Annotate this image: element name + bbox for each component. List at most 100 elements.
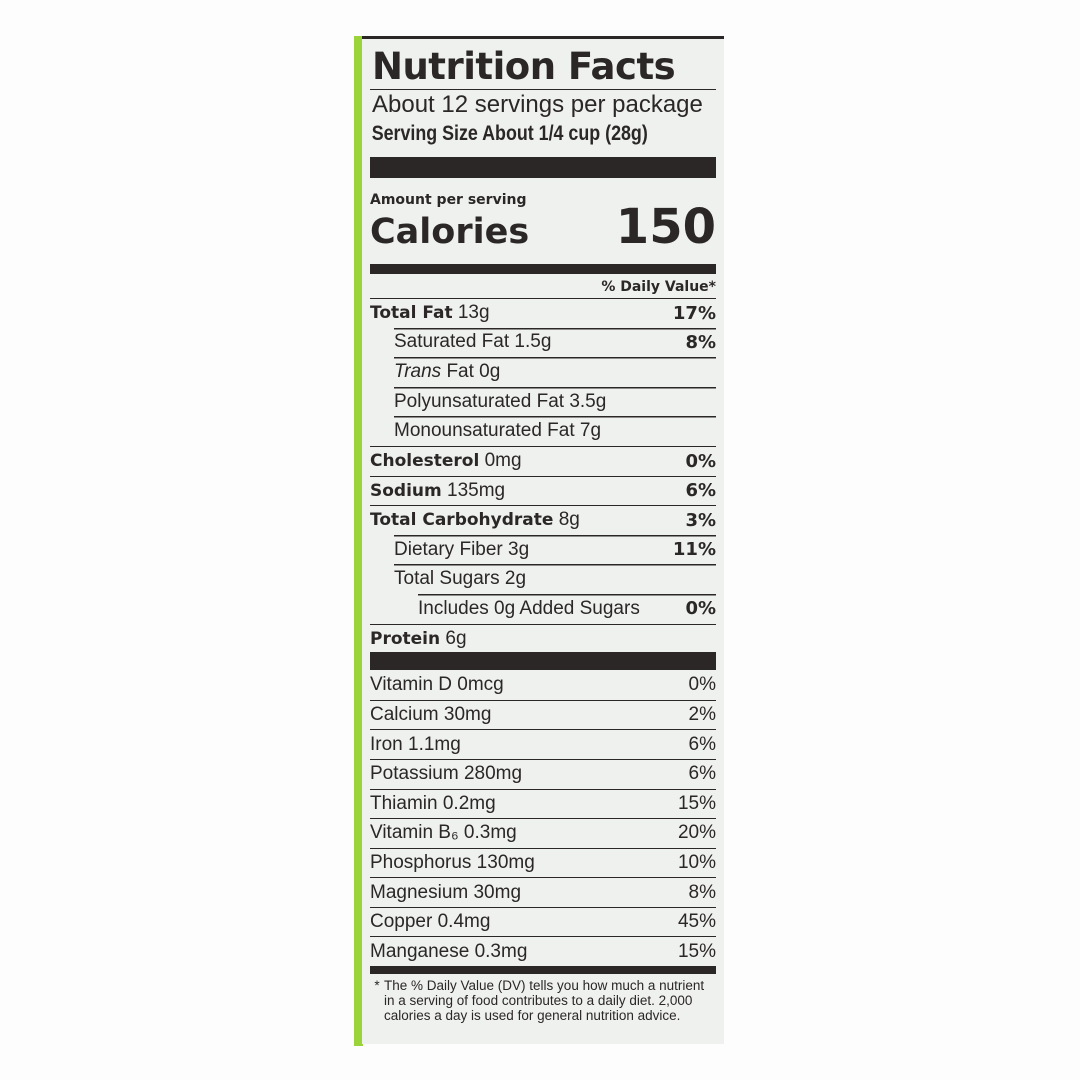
nutrient-row: Dietary Fiber 3g 11% bbox=[370, 534, 716, 565]
nutrition-facts-label: Nutrition Facts About 12 servings per pa… bbox=[362, 36, 724, 1044]
nutrient-amount: 1.5g bbox=[514, 331, 552, 353]
nutrient-list: Total Fat 13g 17% Saturated Fat 1.5g 8% Tran… bbox=[370, 298, 716, 653]
nutrient-row: Saturated Fat 1.5g 8% bbox=[370, 327, 716, 358]
nutrient-name: Polyunsaturated Fat 3.5g bbox=[370, 391, 606, 413]
vitamin-name: Iron 1.1mg bbox=[370, 733, 461, 755]
vitamin-list: Vitamin D 0mcg 0% Calcium 30mg 2% Iron 1.1mg… bbox=[370, 670, 716, 966]
nutrient-name: Saturated Fat 1.5g bbox=[370, 331, 551, 353]
daily-value-percent: 6% bbox=[688, 733, 716, 755]
nutrient-row: Protein 6g bbox=[370, 623, 716, 654]
medium-divider bbox=[370, 966, 716, 975]
daily-value-percent: 17% bbox=[672, 302, 716, 324]
nutrient-name: Cholesterol 0mg bbox=[370, 450, 522, 472]
label-title: Nutrition Facts bbox=[372, 45, 676, 88]
nutrient-row: Total Fat 13g 17% bbox=[370, 298, 716, 328]
nutrient-label: Total Carbohydrate bbox=[370, 510, 554, 531]
nutrient-row: Cholesterol 0mg 0% bbox=[370, 445, 716, 476]
footnote-mark: * bbox=[374, 978, 380, 994]
nutrient-amount: 3g bbox=[508, 538, 530, 560]
nutrient-name: Total Sugars 2g bbox=[370, 568, 526, 590]
vitamin-row: Calcium 30mg 2% bbox=[370, 699, 716, 730]
daily-value-percent: 6% bbox=[688, 763, 716, 785]
nutrient-amount: 135mg bbox=[447, 479, 506, 501]
nutrient-label: Sodium bbox=[370, 480, 442, 501]
calories-label: Calories bbox=[370, 212, 530, 252]
nutrient-label: Protein bbox=[370, 628, 441, 649]
nutrient-row: Trans Fat 0g bbox=[370, 357, 716, 387]
vitamin-name: Vitamin D 0mcg bbox=[370, 673, 504, 695]
nutrient-name: Protein 6g bbox=[370, 628, 467, 650]
vitamin-row: Magnesium 30mg 8% bbox=[370, 877, 716, 907]
calories-row: Calories 150 bbox=[370, 202, 716, 252]
daily-value-percent: 2% bbox=[688, 704, 716, 726]
vitamin-name: Magnesium 30mg bbox=[370, 881, 522, 903]
vitamin-row: Vitamin D 0mcg 0% bbox=[370, 670, 716, 700]
medium-divider bbox=[370, 264, 716, 274]
vitamin-row: Thiamin 0.2mg 15% bbox=[370, 788, 716, 819]
nutrient-amount: Fat 0g bbox=[446, 360, 501, 382]
nutrient-label: Cholesterol bbox=[370, 451, 480, 472]
serving-size: Serving Size About 1/4 cup (28g) bbox=[371, 122, 648, 145]
nutrient-name: Total Fat 13g bbox=[370, 302, 490, 324]
vitamin-name: Phosphorus 130mg bbox=[370, 851, 535, 873]
daily-value-percent: 20% bbox=[677, 822, 716, 844]
nutrient-amount: 2g bbox=[504, 568, 527, 590]
thick-divider bbox=[370, 157, 716, 178]
nutrient-amount: 3.5g bbox=[569, 390, 607, 412]
daily-value-percent: 11% bbox=[672, 539, 716, 561]
nutrient-label: Total Fat bbox=[370, 303, 453, 324]
nutrient-row: Polyunsaturated Fat 3.5g bbox=[370, 386, 716, 417]
vitamin-row: Iron 1.1mg 6% bbox=[370, 729, 716, 759]
daily-value-percent: 8% bbox=[685, 331, 716, 353]
daily-value-percent: 0% bbox=[685, 598, 716, 620]
calories-value: 150 bbox=[615, 199, 716, 255]
amount-per-serving: Amount per serving bbox=[370, 192, 527, 208]
thick-divider bbox=[370, 652, 716, 671]
package-green-edge bbox=[354, 36, 363, 1046]
nutrient-label: Dietary Fiber bbox=[394, 538, 503, 560]
daily-value-percent: 0% bbox=[688, 673, 716, 695]
nutrient-name: Sodium 135mg bbox=[370, 480, 505, 502]
vitamin-row: Phosphorus 130mg 10% bbox=[370, 847, 716, 878]
vitamin-row: Potassium 280mg 6% bbox=[370, 758, 716, 789]
divider bbox=[370, 89, 716, 90]
vitamin-name: Vitamin B₆ 0.3mg bbox=[370, 822, 517, 844]
nutrient-row: Includes 0g Added Sugars 0% bbox=[370, 593, 716, 624]
footnote-text: The % Daily Value (DV) tells you how muc… bbox=[384, 978, 705, 1024]
nutrient-name: Dietary Fiber 3g bbox=[370, 539, 529, 561]
vitamin-name: Potassium 280mg bbox=[370, 763, 523, 785]
footnote: * The % Daily Value (DV) tells you how m… bbox=[370, 974, 716, 1023]
nutrient-amount: 6g bbox=[445, 627, 467, 649]
nutrient-label: Monounsaturated Fat bbox=[394, 420, 575, 442]
daily-value-percent: 0% bbox=[685, 450, 716, 472]
daily-value-percent: 45% bbox=[677, 911, 716, 933]
vitamin-row: Vitamin B₆ 0.3mg 20% bbox=[370, 818, 716, 848]
nutrient-row: Total Carbohydrate 8g 3% bbox=[370, 505, 716, 535]
nutrient-amount: 8g bbox=[558, 509, 580, 531]
vitamin-row: Manganese 0.3mg 15% bbox=[370, 936, 716, 966]
nutrient-amount: 13g bbox=[457, 302, 490, 324]
vitamin-name: Thiamin 0.2mg bbox=[370, 792, 496, 814]
servings-per-package: About 12 servings per package bbox=[372, 91, 703, 118]
daily-value-header: % Daily Value* bbox=[601, 279, 716, 295]
daily-value-percent: 3% bbox=[685, 509, 716, 531]
daily-value-percent: 6% bbox=[685, 480, 716, 502]
nutrient-row: Monounsaturated Fat 7g bbox=[370, 416, 716, 446]
vitamin-name: Manganese 0.3mg bbox=[370, 940, 528, 962]
vitamin-name: Copper 0.4mg bbox=[370, 911, 491, 933]
nutrient-label: Total Sugars bbox=[394, 568, 500, 590]
nutrient-amount: 7g bbox=[579, 420, 602, 442]
nutrient-row: Sodium 135mg 6% bbox=[370, 475, 716, 506]
vitamin-row: Copper 0.4mg 45% bbox=[370, 906, 716, 937]
daily-value-percent: 15% bbox=[677, 940, 716, 962]
daily-value-percent: 8% bbox=[688, 881, 716, 903]
nutrient-label: Trans bbox=[394, 360, 442, 382]
nutrient-row: Total Sugars 2g bbox=[370, 564, 716, 594]
nutrient-label: Includes 0g Added Sugars bbox=[418, 597, 640, 619]
nutrient-label: Saturated Fat bbox=[394, 331, 510, 353]
nutrient-name: Total Carbohydrate 8g bbox=[370, 509, 580, 531]
nutrient-name: Includes 0g Added Sugars bbox=[370, 598, 640, 620]
daily-value-percent: 15% bbox=[677, 792, 716, 814]
nutrient-name: Trans Fat 0g bbox=[370, 361, 500, 383]
vitamin-name: Calcium 30mg bbox=[370, 704, 492, 726]
